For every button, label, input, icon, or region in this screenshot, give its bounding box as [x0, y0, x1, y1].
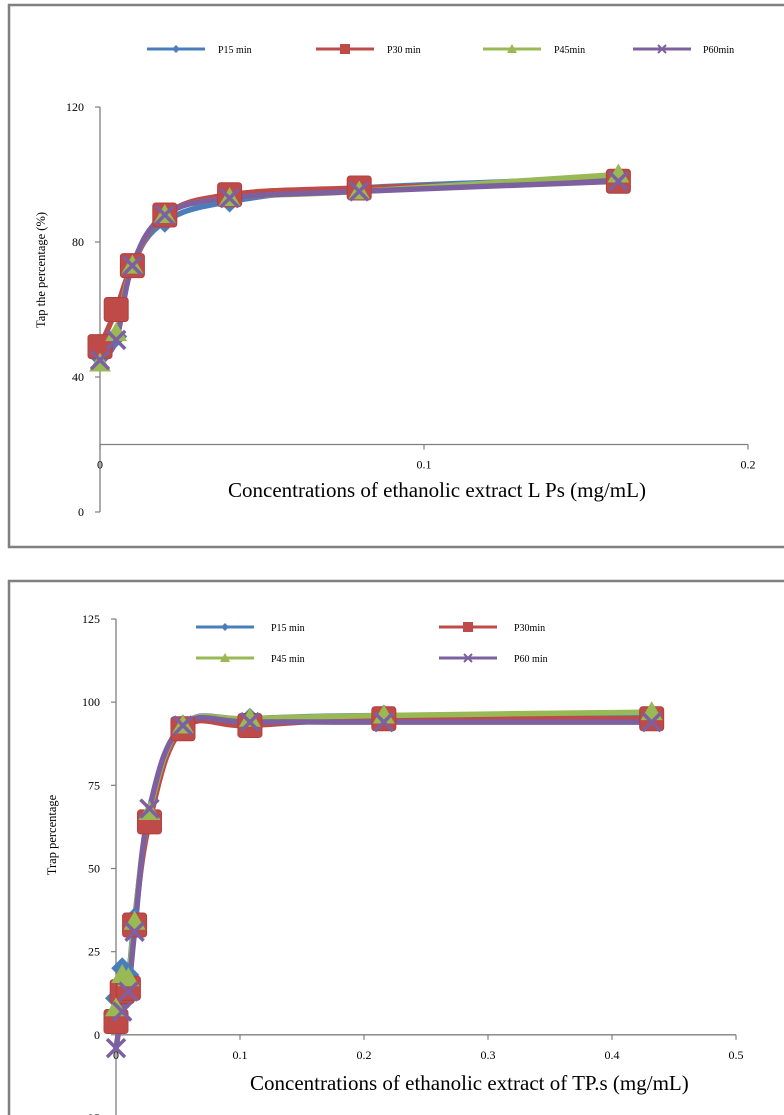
chart-1-x-tick-label: 0.1 [417, 458, 432, 472]
chart-1-y-axis-label: Tap the percentage (%) [34, 212, 48, 328]
chart-2-y-tick-label: 0 [94, 1028, 100, 1042]
chart-1-x-axis-label: Concentrations of ethanolic extract L Ps… [228, 478, 646, 502]
chart-1-legend-marker-2 [340, 44, 350, 54]
chart-1-x-tick-label: 0 [97, 458, 103, 472]
chart-2-x-axis-label: Concentrations of ethanolic extract of T… [250, 1071, 689, 1095]
chart-2-legend-label-3: P45 min [271, 654, 305, 665]
chart-2-y-axis-label: Trap percentage [45, 794, 59, 875]
chart-1-y-tick-label: 0 [78, 505, 84, 519]
chart-1-series-2-point [104, 298, 128, 322]
chart-2-x-tick-label: 0.2 [357, 1048, 372, 1062]
chart-1-legend-label-3: P45min [554, 45, 585, 56]
chart-2: Concentrations of ethanolic extract of T… [0, 578, 784, 1115]
chart-1-legend-label-2: P30 min [387, 45, 421, 56]
chart-2-x-tick-label: 0.3 [481, 1048, 496, 1062]
chart-1-legend-label-1: P15 min [218, 45, 252, 56]
chart-2-legend-marker-2 [463, 622, 473, 632]
chart-2-legend-label-2: P30min [514, 623, 545, 634]
chart-1-y-tick-label: 120 [66, 100, 84, 114]
chart-1-legend-label-4: P60min [703, 45, 734, 56]
chart-2-y-tick-label: 50 [88, 862, 100, 876]
chart-2-x-tick-label: 0.4 [605, 1048, 620, 1062]
chart-2-x-tick-label: 0.1 [233, 1048, 248, 1062]
chart-1: Concentrations of ethanolic extract L Ps… [0, 0, 784, 552]
chart-2-x-tick-label: 0.5 [729, 1048, 744, 1062]
chart-2-y-tick-label: 75 [88, 778, 100, 792]
chart-2-y-tick-label: 25 [88, 945, 100, 959]
chart-2-y-tick-label: 125 [82, 612, 100, 626]
chart-1-y-tick-label: 40 [72, 370, 84, 384]
chart-2-y-tick-label: -25 [84, 1111, 100, 1115]
chart-1-y-tick-label: 80 [72, 235, 84, 249]
chart-2-legend-label-1: P15 min [271, 623, 305, 634]
chart-2-legend-label-4: P60 min [514, 654, 548, 665]
chart-1-x-tick-label: 0.2 [741, 458, 756, 472]
chart-2-y-tick-label: 100 [82, 695, 100, 709]
